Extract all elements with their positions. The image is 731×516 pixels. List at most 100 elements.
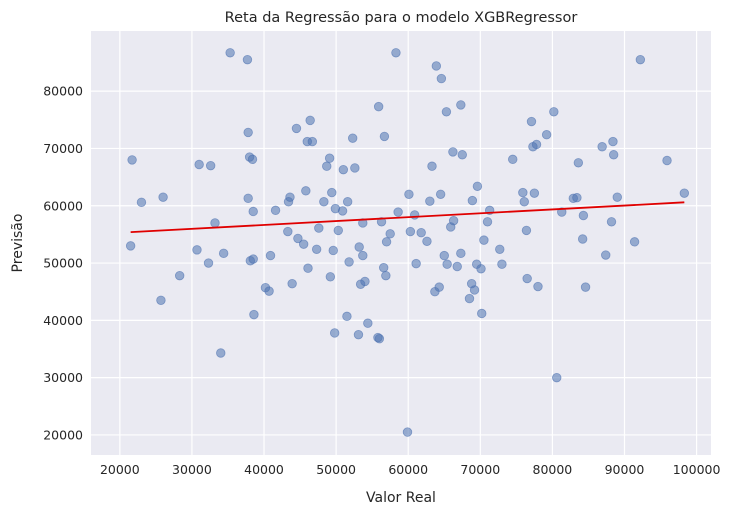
x-tick-label: 70000 [460, 462, 500, 477]
data-point [479, 235, 489, 245]
data-point [127, 155, 137, 165]
y-tick-label: 70000 [43, 141, 83, 156]
x-tick-label: 20000 [100, 462, 140, 477]
x-tick-label: 80000 [533, 462, 573, 477]
data-point [456, 100, 466, 110]
data-point [314, 223, 324, 233]
data-point [291, 123, 302, 134]
data-point [404, 189, 414, 199]
data-point [325, 272, 336, 282]
data-point [422, 236, 432, 246]
data-point [248, 206, 258, 217]
data-point [577, 234, 588, 244]
data-point [416, 227, 426, 238]
data-point [287, 278, 297, 289]
regression-line [130, 201, 685, 234]
data-point [333, 225, 343, 236]
data-point [358, 250, 368, 261]
data-point [298, 239, 309, 249]
data-point [381, 270, 391, 281]
data-point [194, 159, 204, 170]
data-point [572, 193, 582, 203]
data-points [125, 48, 690, 437]
x-tick-label: 90000 [605, 462, 645, 477]
data-point [353, 329, 364, 340]
data-point [174, 270, 185, 281]
data-point [350, 163, 360, 173]
data-point [448, 147, 458, 157]
data-point [328, 245, 338, 256]
data-point [305, 115, 315, 126]
data-point [573, 158, 584, 168]
data-point [431, 61, 442, 71]
data-point [218, 248, 229, 259]
data-point [329, 328, 340, 338]
data-point [608, 150, 619, 160]
data-point [635, 54, 646, 65]
y-tick-label: 50000 [43, 256, 83, 271]
data-point [264, 286, 274, 296]
data-point [393, 207, 403, 217]
data-point [529, 188, 540, 198]
data-point [285, 192, 295, 202]
data-point [495, 244, 505, 255]
data-point [425, 196, 435, 206]
data-point [533, 281, 543, 292]
data-point [608, 136, 618, 147]
x-tick-label: 100000 [673, 462, 721, 477]
data-point [519, 197, 529, 207]
data-point [342, 197, 353, 207]
data-point [379, 131, 390, 142]
data-point [497, 259, 507, 269]
y-tick-label: 60000 [43, 198, 83, 213]
data-point [456, 248, 466, 259]
data-point [311, 244, 322, 255]
data-point [203, 258, 214, 268]
data-point [580, 282, 591, 292]
data-point [324, 153, 335, 163]
x-axis-label: Valor Real [366, 490, 436, 506]
data-point [457, 150, 467, 160]
data-point [601, 250, 611, 260]
data-point [354, 242, 364, 252]
data-point [360, 276, 370, 287]
data-point [248, 254, 258, 264]
data-point [405, 226, 416, 237]
data-point [210, 218, 220, 228]
data-point [125, 241, 136, 251]
data-point [225, 48, 235, 58]
data-point [283, 226, 293, 237]
y-axis-label: Previsão [10, 214, 26, 273]
data-point [342, 311, 352, 322]
data-point [521, 225, 532, 236]
data-point [606, 217, 617, 227]
data-point [434, 282, 444, 292]
data-point [531, 139, 542, 150]
data-point [303, 263, 313, 273]
data-point [526, 116, 537, 127]
data-point [242, 54, 253, 65]
data-point [541, 130, 552, 140]
data-point [442, 259, 452, 269]
data-point [374, 333, 385, 344]
data-point [679, 188, 690, 198]
data-point [402, 427, 413, 437]
x-tick-label: 30000 [172, 462, 212, 477]
data-point [549, 107, 559, 117]
data-point [265, 250, 276, 261]
data-point [597, 142, 607, 152]
data-point [192, 245, 202, 255]
data-point [344, 257, 354, 267]
data-point [409, 210, 420, 220]
data-point [205, 160, 216, 171]
data-point [436, 73, 447, 84]
regression-line-group [130, 201, 685, 234]
plot-background [91, 31, 711, 455]
y-tick-label: 30000 [43, 370, 83, 385]
data-point [391, 48, 401, 58]
data-point [376, 217, 387, 227]
data-point [508, 154, 518, 165]
data-point [243, 193, 253, 204]
data-point [327, 187, 337, 198]
data-point [469, 285, 480, 295]
